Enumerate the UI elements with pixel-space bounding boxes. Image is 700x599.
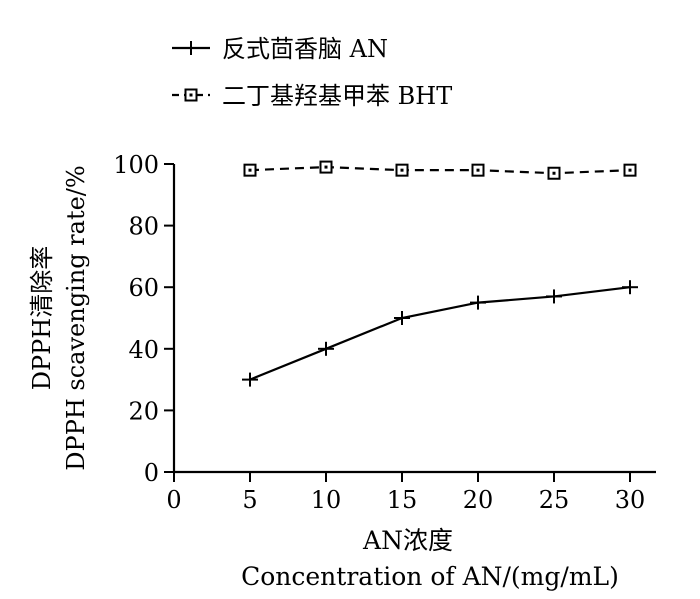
data-point-bht-dot: [324, 165, 328, 169]
y-axis-title-en: DPPH scavenging rate/%: [62, 165, 90, 470]
data-point-bht-dot: [628, 168, 632, 172]
legend-marker-bht-dot: [189, 93, 193, 97]
legend-item-an: 反式茴香脑 AN: [172, 35, 388, 63]
series-an: [242, 280, 638, 387]
axes: [172, 164, 656, 474]
x-tick-label: 5: [242, 486, 257, 514]
y-axis-title-cn: DPPH清除率: [28, 246, 56, 390]
y-tick-label: 80: [128, 213, 159, 241]
data-point-bht-dot: [248, 168, 252, 172]
series-bht: [243, 160, 637, 180]
y-tick-label: 20: [128, 397, 159, 425]
legend: 反式茴香脑 AN 二丁基羟基甲苯 BHT: [172, 35, 452, 110]
x-tick-label: 0: [166, 486, 181, 514]
x-tick-label: 10: [311, 486, 342, 514]
data-point-bht-dot: [476, 168, 480, 172]
ticks: 0 5 10 15 20 25 30 0 20 40 60 80 100: [113, 151, 645, 514]
series-line-an: [249, 286, 631, 381]
x-tick-label: 25: [539, 486, 570, 514]
y-tick-label: 60: [128, 274, 159, 302]
y-tick-label: 40: [128, 336, 159, 364]
x-axis-title-en: Concentration of AN/(mg/mL): [241, 562, 619, 591]
x-tick-label: 30: [615, 486, 646, 514]
plot-area: [242, 160, 638, 387]
y-tick-label: 0: [144, 459, 159, 487]
x-tick-label: 15: [387, 486, 418, 514]
series-line-bht: [249, 165, 631, 175]
data-point-bht-dot: [400, 168, 404, 172]
legend-label-bht: 二丁基羟基甲苯 BHT: [222, 82, 452, 110]
y-tick-label: 100: [113, 151, 159, 179]
x-axis-title-cn: AN浓度: [362, 526, 453, 555]
legend-label-an: 反式茴香脑 AN: [222, 35, 388, 63]
legend-item-bht: 二丁基羟基甲苯 BHT: [172, 82, 452, 110]
x-tick-label: 20: [463, 486, 494, 514]
data-point-bht-dot: [552, 171, 556, 175]
